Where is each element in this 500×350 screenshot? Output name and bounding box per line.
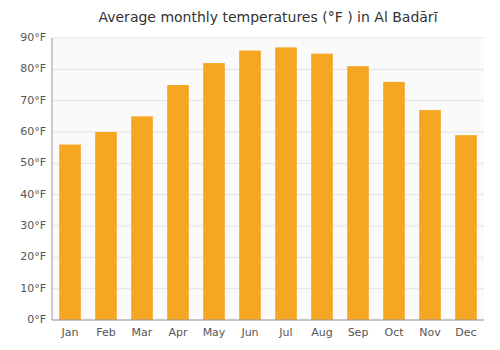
x-tick-label: Apr (168, 326, 188, 339)
plot-area (52, 38, 484, 320)
y-tick-label: 40°F (20, 188, 46, 201)
x-tick-label: Jun (240, 326, 258, 339)
grid-line (52, 100, 484, 101)
y-tick-label: 60°F (20, 125, 46, 138)
x-tick-label: Dec (455, 326, 476, 339)
bar (419, 110, 441, 320)
chart: 0°F 10°F 20°F 30°F 40°F 50°F 60°F 70°F 80°F 90°F J… (0, 0, 500, 350)
grid-line (52, 38, 484, 39)
y-tick-label: 50°F (20, 156, 46, 169)
x-tick-label: Jul (278, 326, 292, 339)
grid (52, 38, 484, 320)
bar (59, 145, 81, 320)
chart-container: 0°F 10°F 20°F 30°F 40°F 50°F 60°F 70°F 80°F 90°F J… (0, 0, 500, 350)
x-axis: Jan Feb Mar Apr May Jun Jul Aug Sep Oct Nov Dec (61, 326, 477, 339)
x-tick-label: Aug (311, 326, 332, 339)
x-tick-label: Mar (132, 326, 153, 339)
x-tick-label: May (203, 326, 226, 339)
bar (131, 116, 153, 320)
bar (383, 82, 405, 320)
bar (167, 85, 189, 320)
bar (275, 47, 297, 320)
y-axis: 0°F 10°F 20°F 30°F 40°F 50°F 60°F 70°F 80°F 90°F (20, 31, 46, 326)
grid-line (52, 320, 484, 321)
y-tick-label: 30°F (20, 219, 46, 232)
y-tick-label: 20°F (20, 250, 46, 263)
y-tick-label: 80°F (20, 62, 46, 75)
bars (59, 47, 477, 320)
y-tick-label: 90°F (20, 31, 46, 44)
y-tick-label: 10°F (20, 282, 46, 295)
y-tick-label: 0°F (27, 313, 46, 326)
title: Average monthly temperatures (°F ) in Al… (98, 9, 437, 25)
bar (455, 135, 477, 320)
x-tick-label: Jan (61, 326, 79, 339)
y-tick-label: 70°F (20, 94, 46, 107)
bar (311, 54, 333, 320)
y-axis-line (52, 38, 53, 320)
x-tick-label: Nov (419, 326, 441, 339)
x-tick-label: Feb (96, 326, 115, 339)
bar (239, 51, 261, 320)
bar (95, 132, 117, 320)
x-axis-line (52, 320, 484, 321)
bar (203, 63, 225, 320)
bar (347, 66, 369, 320)
x-tick-label: Oct (384, 326, 404, 339)
grid-line (52, 69, 484, 70)
x-tick-label: Sep (348, 326, 369, 339)
